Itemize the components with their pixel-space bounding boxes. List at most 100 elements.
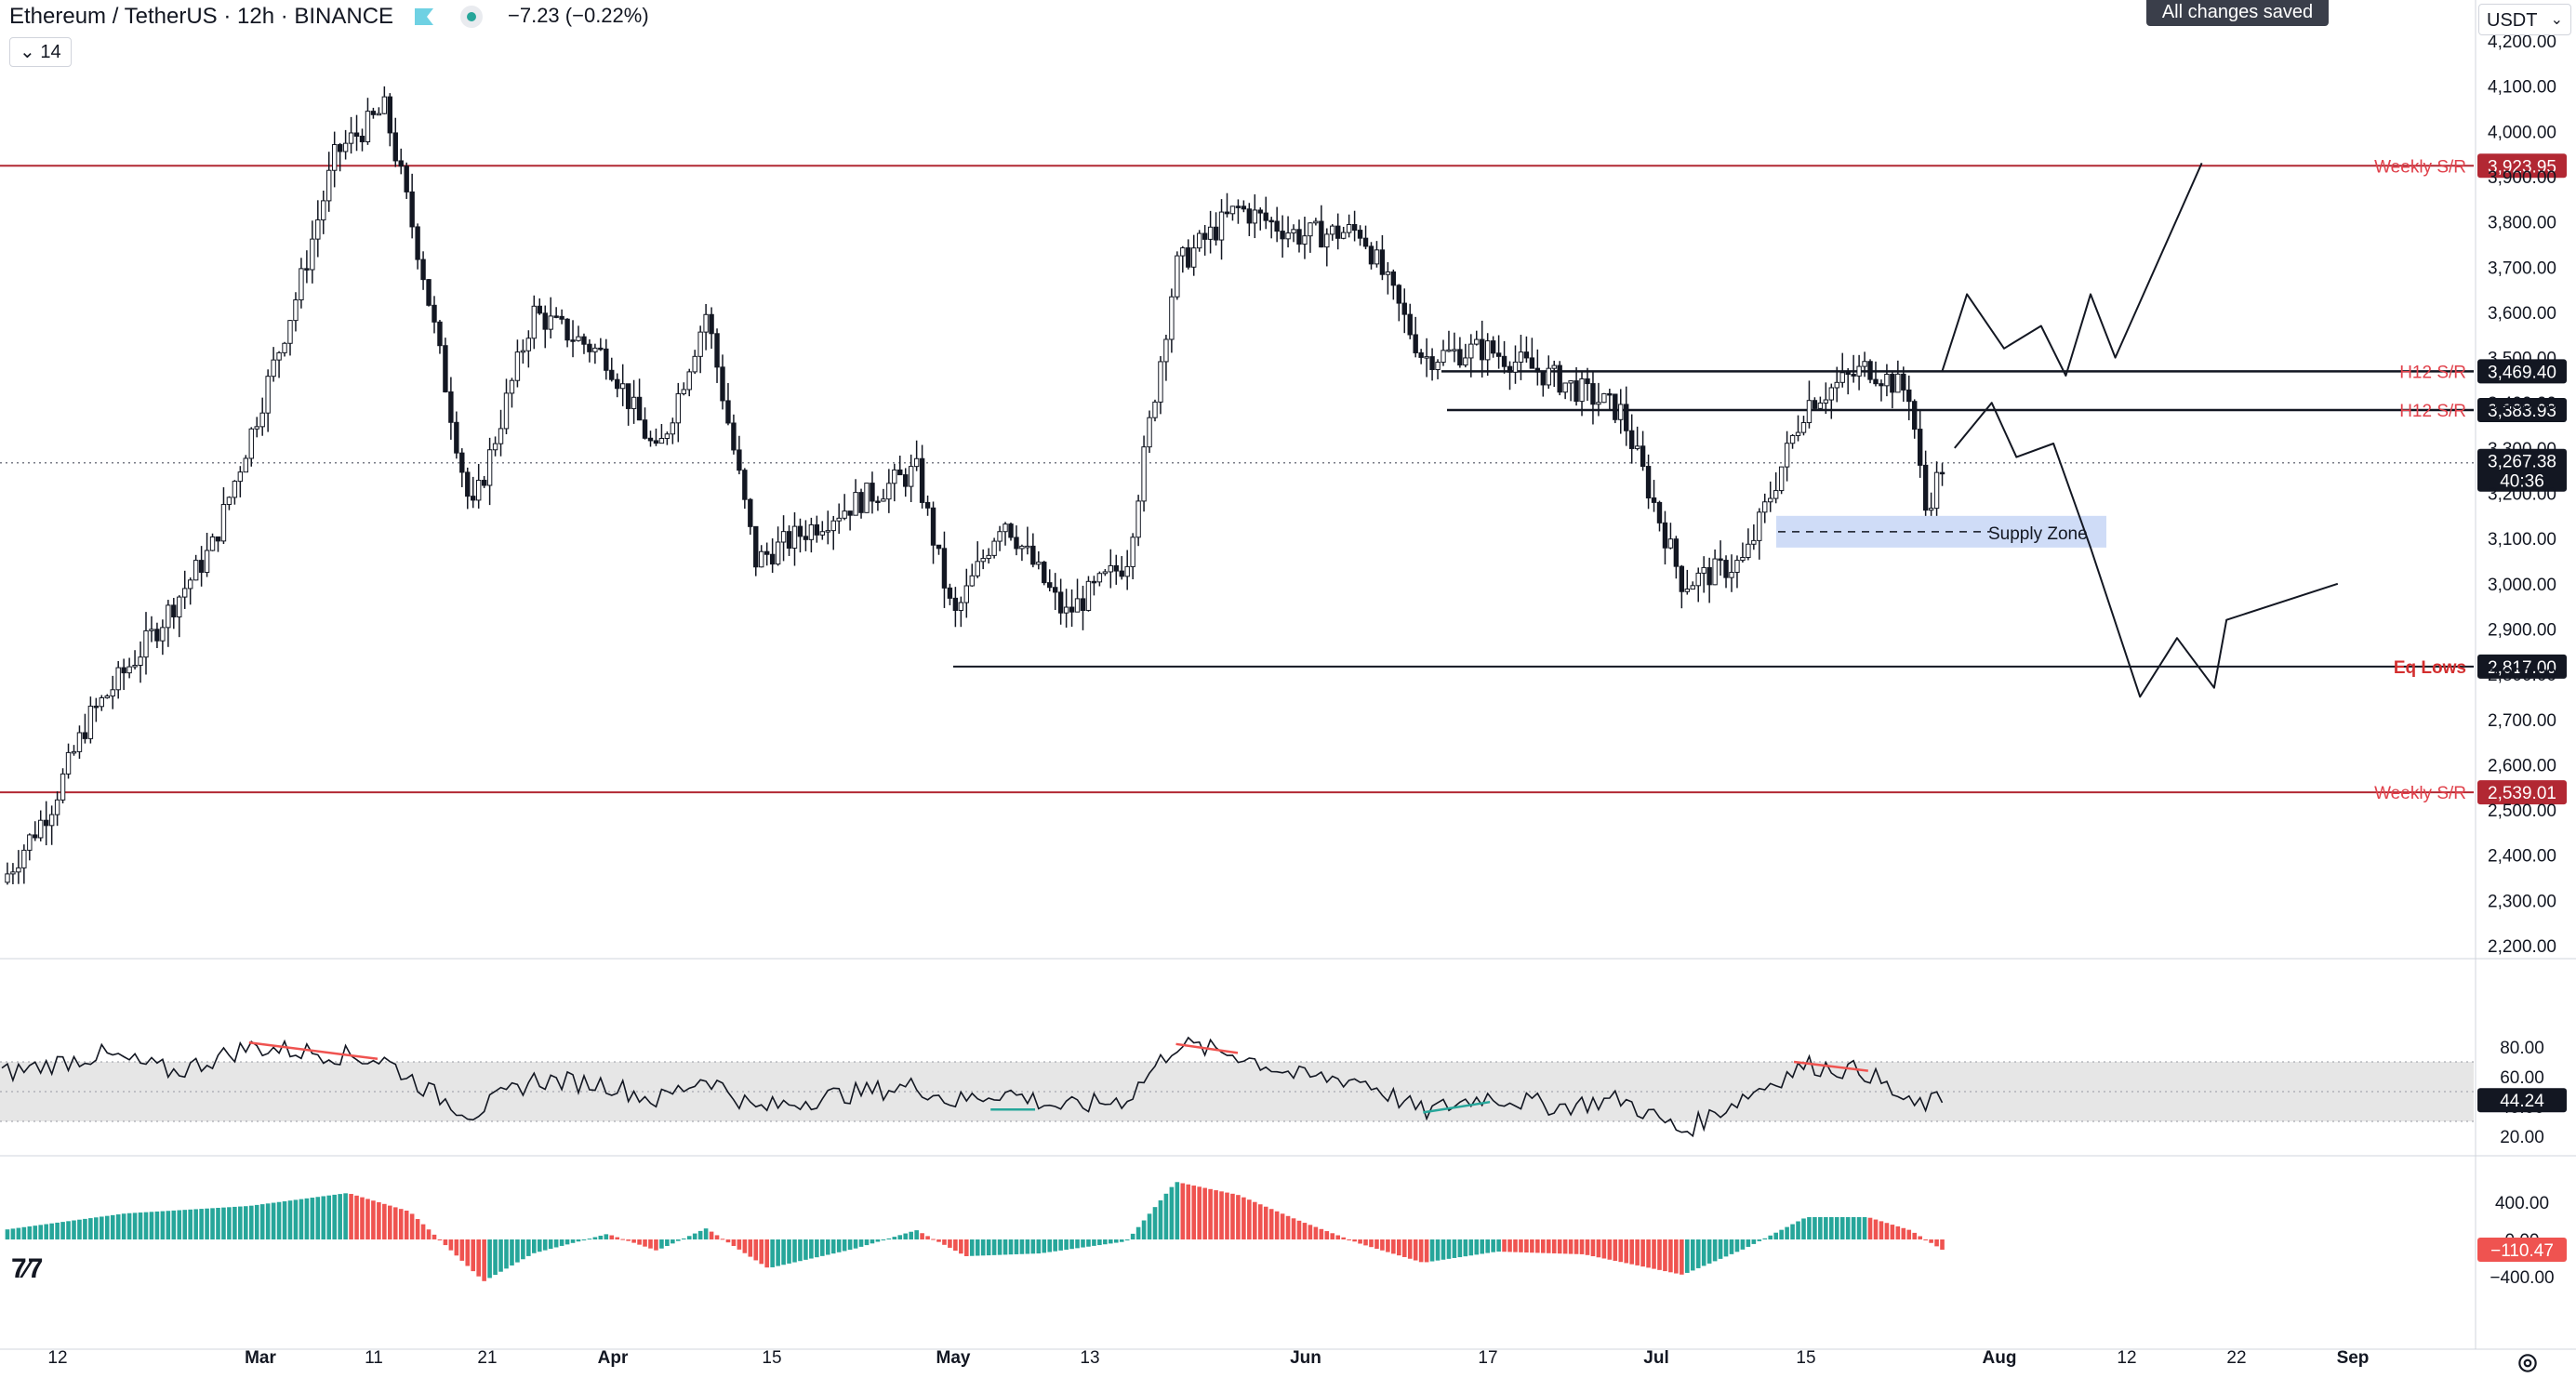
currency-select[interactable]: USDT ⌄ [2478, 4, 2571, 35]
candle [903, 468, 909, 497]
candle [1057, 578, 1064, 625]
gear-icon[interactable] [2516, 1351, 2540, 1375]
price-tick: 3,700.00 [2488, 258, 2556, 278]
histogram-bar [1247, 1199, 1252, 1239]
price-tick: 2,700.00 [2488, 711, 2556, 731]
histogram-bar [1330, 1233, 1335, 1239]
histogram-bar [415, 1219, 420, 1239]
histogram-bar [188, 1209, 193, 1239]
histogram-bar [1130, 1233, 1135, 1239]
divergence-line[interactable] [1793, 1060, 1868, 1072]
histogram-bar [964, 1239, 969, 1256]
histogram-bar [815, 1239, 819, 1258]
candle [1834, 366, 1839, 403]
histogram-bar [654, 1239, 658, 1251]
histogram-bar [1225, 1192, 1229, 1239]
candle [5, 862, 10, 885]
price-tick: 2,800.00 [2488, 666, 2556, 685]
rsi-band [0, 1061, 2474, 1122]
histogram-bar [1391, 1239, 1396, 1254]
histogram-bar [1918, 1236, 1922, 1239]
candle [265, 369, 271, 432]
level-price-tag [2477, 153, 2567, 179]
histogram-bar [671, 1239, 675, 1244]
histogram-bar [1030, 1239, 1036, 1254]
candle [1651, 480, 1657, 512]
histogram-bar [1801, 1218, 1806, 1239]
histogram-bar [770, 1239, 775, 1267]
histogram-bar [997, 1239, 1003, 1255]
candle [775, 526, 781, 566]
candle [432, 296, 437, 334]
candle [1529, 338, 1535, 369]
candle [27, 833, 33, 861]
time-tick: 15 [762, 1348, 781, 1368]
projection-path[interactable] [1954, 402, 2339, 698]
chart-gridlines [0, 0, 2576, 1350]
candle [1701, 556, 1706, 593]
flag-icon[interactable] [415, 8, 433, 25]
candle [598, 338, 604, 351]
histogram-bar [1706, 1239, 1712, 1264]
candle [1778, 466, 1785, 495]
histogram-bar [1502, 1239, 1507, 1252]
time-tick: 13 [1080, 1348, 1099, 1368]
candle [537, 298, 542, 315]
histogram-tick: 400.00 [2495, 1194, 2549, 1213]
histogram-bar [1785, 1226, 1789, 1239]
histogram-bar [703, 1228, 709, 1239]
candle [1052, 573, 1058, 611]
histogram-bar [1335, 1235, 1341, 1239]
candle [991, 537, 997, 559]
candle [1130, 533, 1135, 580]
price-axis[interactable]: 3,923.95 3,469.40 3,383.93 2,817.00 2,539.01… [2477, 33, 2567, 1288]
divergence-line[interactable] [1175, 1042, 1239, 1054]
histogram-bar [1064, 1239, 1069, 1251]
histogram-bar [326, 1195, 332, 1239]
divergence-line[interactable] [248, 1040, 378, 1061]
histogram-bar [259, 1204, 265, 1239]
indicators-toggle[interactable]: ⌄ 14 [9, 37, 72, 67]
candle [271, 347, 276, 382]
price-change: −7.23 (−0.22%) [508, 4, 649, 27]
candle [924, 495, 931, 516]
candle [465, 467, 471, 510]
rsi-line [1, 1036, 1944, 1138]
histogram-bar [1701, 1239, 1706, 1266]
histogram-bar [420, 1224, 426, 1239]
bar-countdown: 40:36 [2500, 472, 2544, 492]
histogram-bar [969, 1239, 975, 1256]
candle [764, 542, 770, 566]
projection-path[interactable] [1941, 162, 2203, 377]
histogram-bar [232, 1206, 237, 1239]
time-axis[interactable]: 12 Mar 11 21 Apr 15 May 13 Jun 17 Jul 15 Aug 12 22 Sep [47, 1348, 2369, 1368]
histogram-bar [515, 1239, 520, 1263]
candle [1357, 225, 1363, 246]
candle [299, 258, 304, 309]
histogram-bar [404, 1210, 409, 1239]
candle [404, 162, 409, 199]
candle [1446, 330, 1452, 352]
histogram-bar [942, 1239, 947, 1245]
symbol-title[interactable]: Ethereum / TetherUS · 12h · BINANCE [9, 4, 394, 29]
histogram-bar [77, 1219, 82, 1239]
histogram-bar [1480, 1239, 1485, 1254]
divergence-line[interactable] [1423, 1100, 1491, 1114]
level-price-label: 2,817.00 [2488, 658, 2556, 678]
candle [1789, 433, 1796, 449]
candle [1579, 371, 1585, 417]
histogram-bar [1285, 1215, 1291, 1239]
histogram-bar [72, 1220, 76, 1239]
histogram-bar [265, 1203, 271, 1239]
candle [1463, 343, 1468, 368]
candle [553, 307, 559, 319]
histogram-bar [321, 1196, 326, 1239]
tradingview-logo-icon[interactable]: 7⁄7 [11, 1253, 43, 1284]
time-tick: 22 [2226, 1348, 2246, 1368]
supply-zone-box[interactable] [1776, 515, 2106, 548]
candle [1601, 392, 1607, 404]
candle [1867, 359, 1873, 384]
histogram-bar [1103, 1239, 1108, 1245]
histogram-bar [1242, 1197, 1246, 1239]
